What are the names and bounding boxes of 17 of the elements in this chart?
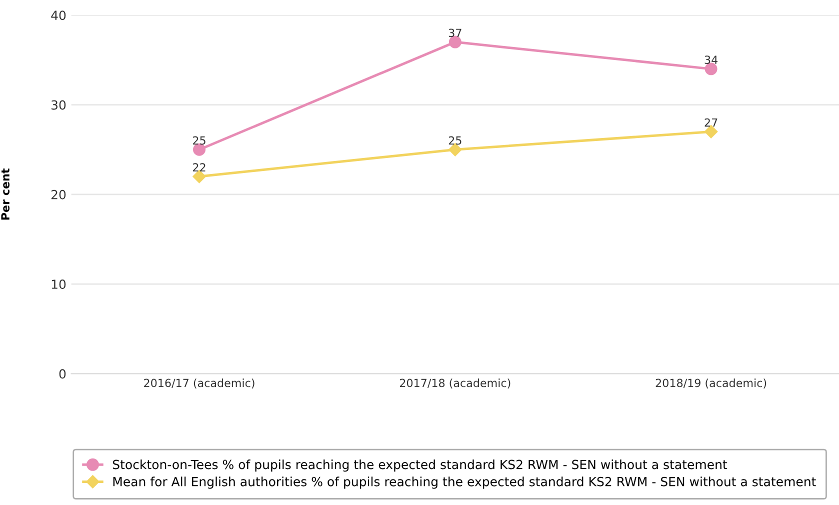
y-tick-label: 20	[51, 190, 66, 200]
data-label: 25	[193, 136, 206, 145]
y-tick-label: 0	[59, 369, 66, 379]
y-tick-label: 10	[52, 280, 66, 289]
data-label: 27	[704, 118, 718, 127]
y-axis-title: Per cent	[1, 168, 10, 220]
y-tick-label: 40	[51, 10, 66, 20]
x-tick-label: 2016/17 (academic)	[144, 378, 254, 388]
legend-label: Stockton-on-Tees % of pupils reaching the expected standard KS2 RWM - SEN without a statement	[112, 460, 728, 472]
data-label: 34	[704, 56, 718, 64]
y-tick-label: 30	[52, 100, 66, 110]
legend-label: Mean for All English authorities % of pupils reaching the expected standard KS2 RWM - SEN without a statement	[113, 476, 816, 489]
x-tick-label: 2018/19 (academic)	[656, 378, 766, 388]
data-label: 25	[448, 136, 462, 145]
x-tick-label: 2017/18 (academic)	[400, 378, 510, 388]
data-label: 37	[448, 28, 462, 38]
data-label: 22	[193, 163, 206, 172]
